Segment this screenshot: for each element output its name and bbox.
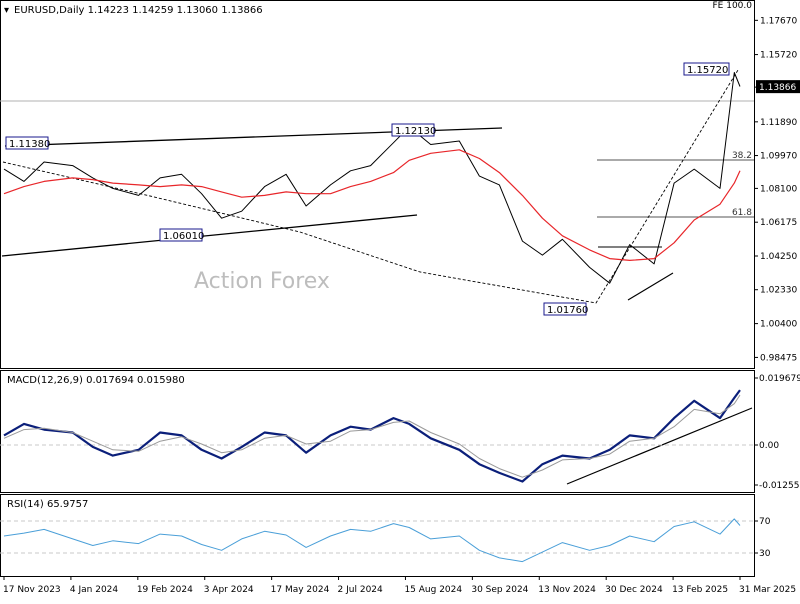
price-line <box>3 72 741 284</box>
triangle-bottom-line <box>627 272 674 301</box>
current-price-box <box>756 80 800 94</box>
fibo-38-label: 38.2 <box>732 151 752 161</box>
time-tick-label: 15 Aug 2024 <box>404 585 462 595</box>
macd-tick-top: 0.019679 <box>759 374 800 384</box>
label-1-12130-text: 1.12130 <box>395 126 436 137</box>
price-panel-border <box>0 0 755 369</box>
time-tick-label: 4 Jan 2024 <box>70 585 118 595</box>
time-tick-label: 13 Feb 2025 <box>672 585 728 595</box>
label-1-01760: 1.01760 <box>543 302 588 316</box>
macd-tick-bottom: -0.012552 <box>759 481 800 491</box>
rsi-tick-30: 30 <box>759 549 771 559</box>
macd-title: MACD(12,26,9) 0.017694 0.015980 <box>7 375 185 386</box>
macd-axis: 0.019679 0.00 -0.012552 <box>754 374 800 491</box>
time-axis: 17 Nov 2023 4 Jan 2024 19 Feb 2024 3 Apr 20… <box>3 576 796 595</box>
current-price-label: 1.13866 <box>759 83 796 93</box>
price-tick-label: 1.15720 <box>760 51 797 61</box>
watermark: Action Forex <box>194 269 330 294</box>
fe-label: FE 100.0 <box>713 1 753 11</box>
label-1-11380-text: 1.11380 <box>9 139 50 150</box>
time-tick-label: 19 Feb 2024 <box>137 585 193 595</box>
series-layer <box>3 72 741 563</box>
macd-signal-line <box>3 394 741 478</box>
macd-line <box>3 389 741 483</box>
time-tick-label: 31 Mar 2025 <box>739 585 796 595</box>
label-1-06010-text: 1.06010 <box>163 231 204 242</box>
macd-tick-zero: 0.00 <box>759 441 779 451</box>
symbol-indicator: ▾ <box>4 5 9 16</box>
fibo-61-label: 61.8 <box>732 208 752 218</box>
label-1-11380: 1.11380 <box>5 136 50 150</box>
lower-trendline <box>1 214 418 257</box>
time-tick-label: 2 Jul 2024 <box>338 585 383 595</box>
price-tick-label: 1.17670 <box>760 16 797 26</box>
time-tick-label: 13 Nov 2024 <box>538 585 596 595</box>
price-tick-label: 1.06175 <box>760 218 797 228</box>
price-tick-label: 1.09970 <box>760 152 797 162</box>
label-1-15720-text: 1.15720 <box>687 65 728 76</box>
price-tick-label: 1.04250 <box>760 252 797 262</box>
rsi-axis: 70 30 <box>754 517 771 559</box>
time-tick-label: 17 May 2024 <box>271 585 330 595</box>
time-tick-label: 30 Sep 2024 <box>471 585 528 595</box>
label-1-01760-text: 1.01760 <box>547 305 588 316</box>
price-axis: 1.17670 1.15720 1.13866 1.11890 1.09970 1.081… <box>754 16 800 363</box>
rsi-tick-70: 70 <box>759 517 771 527</box>
price-tick-label: 1.11890 <box>760 118 797 128</box>
price-tick-label: 0.98475 <box>760 353 797 363</box>
macd-trendline <box>566 407 753 485</box>
symbol-ohlc-text: EURUSD,Daily 1.14223 1.14259 1.13060 1.1… <box>14 5 263 16</box>
label-1-12130: 1.12130 <box>391 123 436 137</box>
label-1-06010: 1.06010 <box>159 228 204 242</box>
rsi-title: RSI(14) 65.9757 <box>7 499 88 510</box>
time-tick-label: 30 Dec 2024 <box>605 585 663 595</box>
price-tick-label: 1.00400 <box>760 320 797 330</box>
time-tick-label: 17 Nov 2023 <box>3 585 61 595</box>
dashed-projection-line <box>2 69 739 304</box>
price-tick-label: 1.08100 <box>760 184 797 194</box>
rsi-line <box>3 518 741 563</box>
price-tick-label: 1.02330 <box>760 286 797 296</box>
time-tick-label: 3 Apr 2024 <box>204 585 254 595</box>
moving-average-line <box>3 149 741 261</box>
rsi-panel-border <box>0 494 755 577</box>
macd-panel-border <box>0 370 755 493</box>
label-1-15720: 1.15720 <box>683 62 730 76</box>
